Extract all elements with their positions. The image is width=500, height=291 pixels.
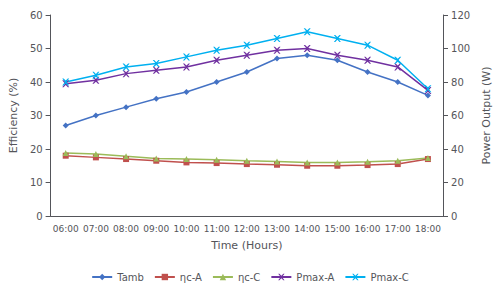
svg-text:60: 60: [30, 10, 43, 21]
svg-text:17:00: 17:00: [385, 224, 411, 234]
svg-text:60: 60: [451, 110, 464, 121]
svg-text:30: 30: [30, 110, 43, 121]
svg-text:14:00: 14:00: [294, 224, 320, 234]
svg-text:18:00: 18:00: [415, 224, 441, 234]
svg-text:15:00: 15:00: [324, 224, 350, 234]
svg-text:40: 40: [451, 144, 464, 155]
svg-text:Tamb: Tamb: [116, 272, 144, 283]
svg-text:16:00: 16:00: [355, 224, 381, 234]
svg-text:20: 20: [30, 144, 43, 155]
svg-text:0: 0: [36, 211, 42, 222]
svg-text:12:00: 12:00: [234, 224, 260, 234]
svg-text:08:00: 08:00: [113, 224, 139, 234]
svg-text:Efficiency (%): Efficiency (%): [7, 78, 20, 154]
svg-text:10: 10: [30, 177, 43, 188]
svg-text:07:00: 07:00: [83, 224, 109, 234]
svg-text:Time (Hours): Time (Hours): [210, 239, 282, 252]
svg-text:0: 0: [451, 211, 457, 222]
svg-text:50: 50: [30, 43, 43, 54]
svg-text:09:00: 09:00: [143, 224, 169, 234]
svg-text:ηc-C: ηc-C: [238, 272, 260, 283]
svg-text:ηc-A: ηc-A: [180, 272, 202, 283]
svg-text:11:00: 11:00: [204, 224, 230, 234]
svg-text:40: 40: [30, 77, 43, 88]
svg-text:20: 20: [451, 177, 464, 188]
svg-text:120: 120: [451, 10, 470, 21]
svg-text:100: 100: [451, 43, 470, 54]
svg-text:06:00: 06:00: [53, 224, 79, 234]
svg-text:13:00: 13:00: [264, 224, 290, 234]
svg-text:Pmax-A: Pmax-A: [296, 272, 334, 283]
svg-text:80: 80: [451, 77, 464, 88]
svg-text:Power Output (W): Power Output (W): [480, 67, 493, 165]
svg-text:Pmax-C: Pmax-C: [370, 272, 408, 283]
svg-text:10:00: 10:00: [173, 224, 199, 234]
